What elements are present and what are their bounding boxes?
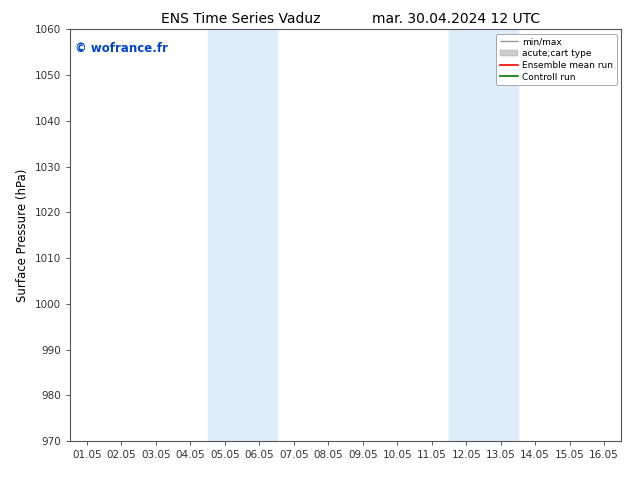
Text: ENS Time Series Vaduz: ENS Time Series Vaduz [161,12,321,26]
Bar [449,29,518,441]
Legend: min/max, acute;cart type, Ensemble mean run, Controll run: min/max, acute;cart type, Ensemble mean … [496,34,617,85]
Bar [207,29,276,441]
Y-axis label: Surface Pressure (hPa): Surface Pressure (hPa) [16,169,29,302]
Text: © wofrance.fr: © wofrance.fr [75,42,168,55]
Text: mar. 30.04.2024 12 UTC: mar. 30.04.2024 12 UTC [372,12,541,26]
